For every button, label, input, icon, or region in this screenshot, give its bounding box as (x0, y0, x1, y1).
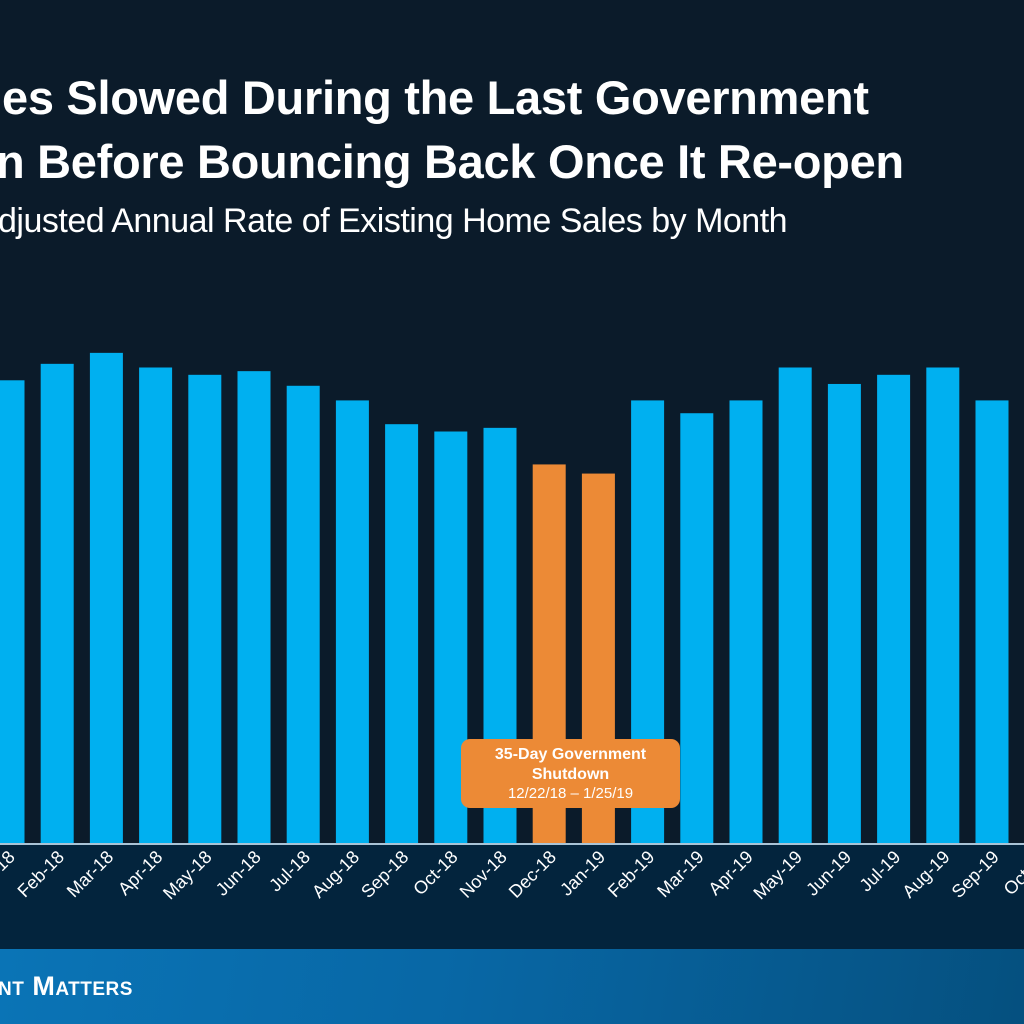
footer-banner: nt Matters (0, 949, 1024, 1024)
x-tick-label: Jan-18 (0, 847, 19, 900)
bar-apr-18 (139, 367, 173, 843)
x-tick-label: Jul-18 (265, 847, 314, 896)
x-tick-label: Mar-19 (653, 847, 707, 901)
x-axis-label-band (0, 845, 1024, 949)
x-tick-label: May-18 (159, 847, 216, 904)
x-tick-label: Apr-19 (704, 847, 756, 899)
x-tick-label: Apr-18 (114, 847, 166, 899)
brand-logo-text: nt Matters (0, 971, 133, 1001)
bar-jul-18 (286, 385, 320, 843)
bar-jul-19 (877, 374, 911, 843)
x-tick-label: Sep-18 (357, 847, 412, 902)
x-tick-label: Aug-19 (898, 847, 953, 902)
bar-feb-18 (40, 363, 74, 843)
bar-aug-18 (335, 400, 369, 843)
bar-jun-18 (237, 371, 271, 843)
shutdown-annotation: 35-Day Government Shutdown 12/22/18 – 1/… (461, 739, 680, 808)
x-tick-label: Feb-19 (604, 847, 658, 901)
chart-subtitle: djusted Annual Rate of Existing Home Sal… (0, 202, 788, 240)
x-tick-label: Jun-19 (802, 847, 855, 900)
bar-jan-18 (0, 380, 25, 843)
annotation-dates: 12/22/18 – 1/25/19 (507, 785, 634, 802)
bar-may-18 (188, 374, 222, 843)
x-tick-label: Oct-19 (1000, 847, 1024, 899)
x-tick-label: Jul-19 (856, 847, 905, 896)
chart-title-line-1: es Slowed During the Last Government (2, 71, 869, 124)
bar-sep-18 (385, 424, 419, 843)
bar-aug-19 (926, 367, 960, 843)
chart-title-line-2: n Before Bouncing Back Once It Re-open (0, 135, 904, 188)
bar-apr-19 (729, 400, 763, 843)
x-tick-label: Jan-19 (556, 847, 609, 900)
x-tick-label: Sep-19 (948, 847, 1003, 902)
annotation-title-2: Shutdown (531, 766, 610, 783)
bar-jun-19 (827, 383, 861, 843)
bar-mar-19 (680, 413, 714, 843)
bar-mar-18 (89, 352, 123, 843)
bar-may-19 (778, 367, 812, 843)
x-tick-label: Feb-18 (14, 847, 68, 901)
x-tick-label: Oct-18 (409, 847, 461, 899)
x-tick-label: Aug-18 (308, 847, 363, 902)
annotation-title-1: 35-Day Government (494, 746, 647, 763)
x-tick-label: Jun-18 (212, 847, 265, 900)
x-tick-label: Dec-18 (505, 847, 560, 902)
bar-sep-19 (975, 400, 1009, 843)
x-tick-label: Nov-18 (456, 847, 511, 902)
x-tick-label: May-19 (749, 847, 806, 904)
x-tick-label: Mar-18 (63, 847, 117, 901)
